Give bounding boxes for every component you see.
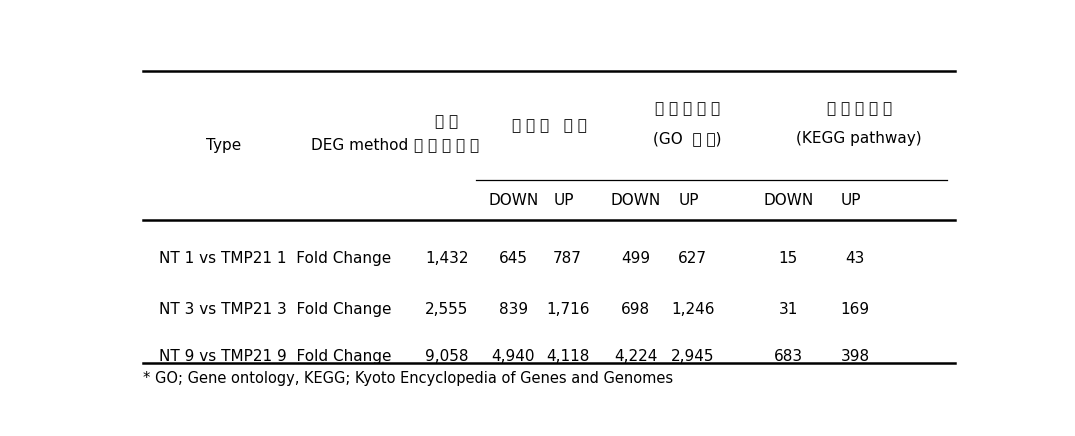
Text: 4,118: 4,118 xyxy=(546,349,589,364)
Text: 15: 15 xyxy=(778,251,798,266)
Text: DOWN: DOWN xyxy=(611,193,661,208)
Text: 43: 43 xyxy=(845,251,864,266)
Text: 1,432: 1,432 xyxy=(425,251,469,266)
Text: 유 전 자 개 수: 유 전 자 개 수 xyxy=(414,138,479,153)
Text: 유 전 자 개 수: 유 전 자 개 수 xyxy=(827,101,892,116)
Text: DOWN: DOWN xyxy=(763,193,814,208)
Text: 31: 31 xyxy=(778,302,798,317)
Text: * GO; Gene ontology, KEGG; Kyoto Encyclopedia of Genes and Genomes: * GO; Gene ontology, KEGG; Kyoto Encyclo… xyxy=(143,371,673,386)
Text: 683: 683 xyxy=(774,349,803,364)
Text: 839: 839 xyxy=(499,302,528,317)
Text: (GO  정 보): (GO 정 보) xyxy=(653,131,721,146)
Text: 398: 398 xyxy=(841,349,870,364)
Text: 2,945: 2,945 xyxy=(671,349,714,364)
Text: NT 3 vs TMP21 3  Fold Change: NT 3 vs TMP21 3 Fold Change xyxy=(159,302,392,317)
Text: 9,058: 9,058 xyxy=(425,349,469,364)
Text: UP: UP xyxy=(554,193,574,208)
Text: 유 전 자 개 수: 유 전 자 개 수 xyxy=(655,101,720,116)
Text: 유 의: 유 의 xyxy=(435,115,458,129)
Text: Type: Type xyxy=(206,138,242,153)
Text: NT 9 vs TMP21 9  Fold Change: NT 9 vs TMP21 9 Fold Change xyxy=(159,349,392,364)
Text: NT 1 vs TMP21 1  Fold Change: NT 1 vs TMP21 1 Fold Change xyxy=(159,251,391,266)
Text: 유 전 자   발 현: 유 전 자 발 현 xyxy=(513,118,587,133)
Text: UP: UP xyxy=(678,193,699,208)
Text: 4,224: 4,224 xyxy=(614,349,658,364)
Text: 4,940: 4,940 xyxy=(491,349,535,364)
Text: 1,716: 1,716 xyxy=(546,302,589,317)
Text: 2,555: 2,555 xyxy=(425,302,469,317)
Text: 645: 645 xyxy=(499,251,528,266)
Text: 169: 169 xyxy=(841,302,870,317)
Text: 499: 499 xyxy=(621,251,650,266)
Text: (KEGG pathway): (KEGG pathway) xyxy=(797,131,922,146)
Text: 787: 787 xyxy=(554,251,582,266)
Text: 698: 698 xyxy=(621,302,650,317)
Text: 627: 627 xyxy=(678,251,707,266)
Text: DEG method: DEG method xyxy=(311,138,407,153)
Text: UP: UP xyxy=(841,193,861,208)
Text: DOWN: DOWN xyxy=(488,193,539,208)
Text: 1,246: 1,246 xyxy=(671,302,714,317)
